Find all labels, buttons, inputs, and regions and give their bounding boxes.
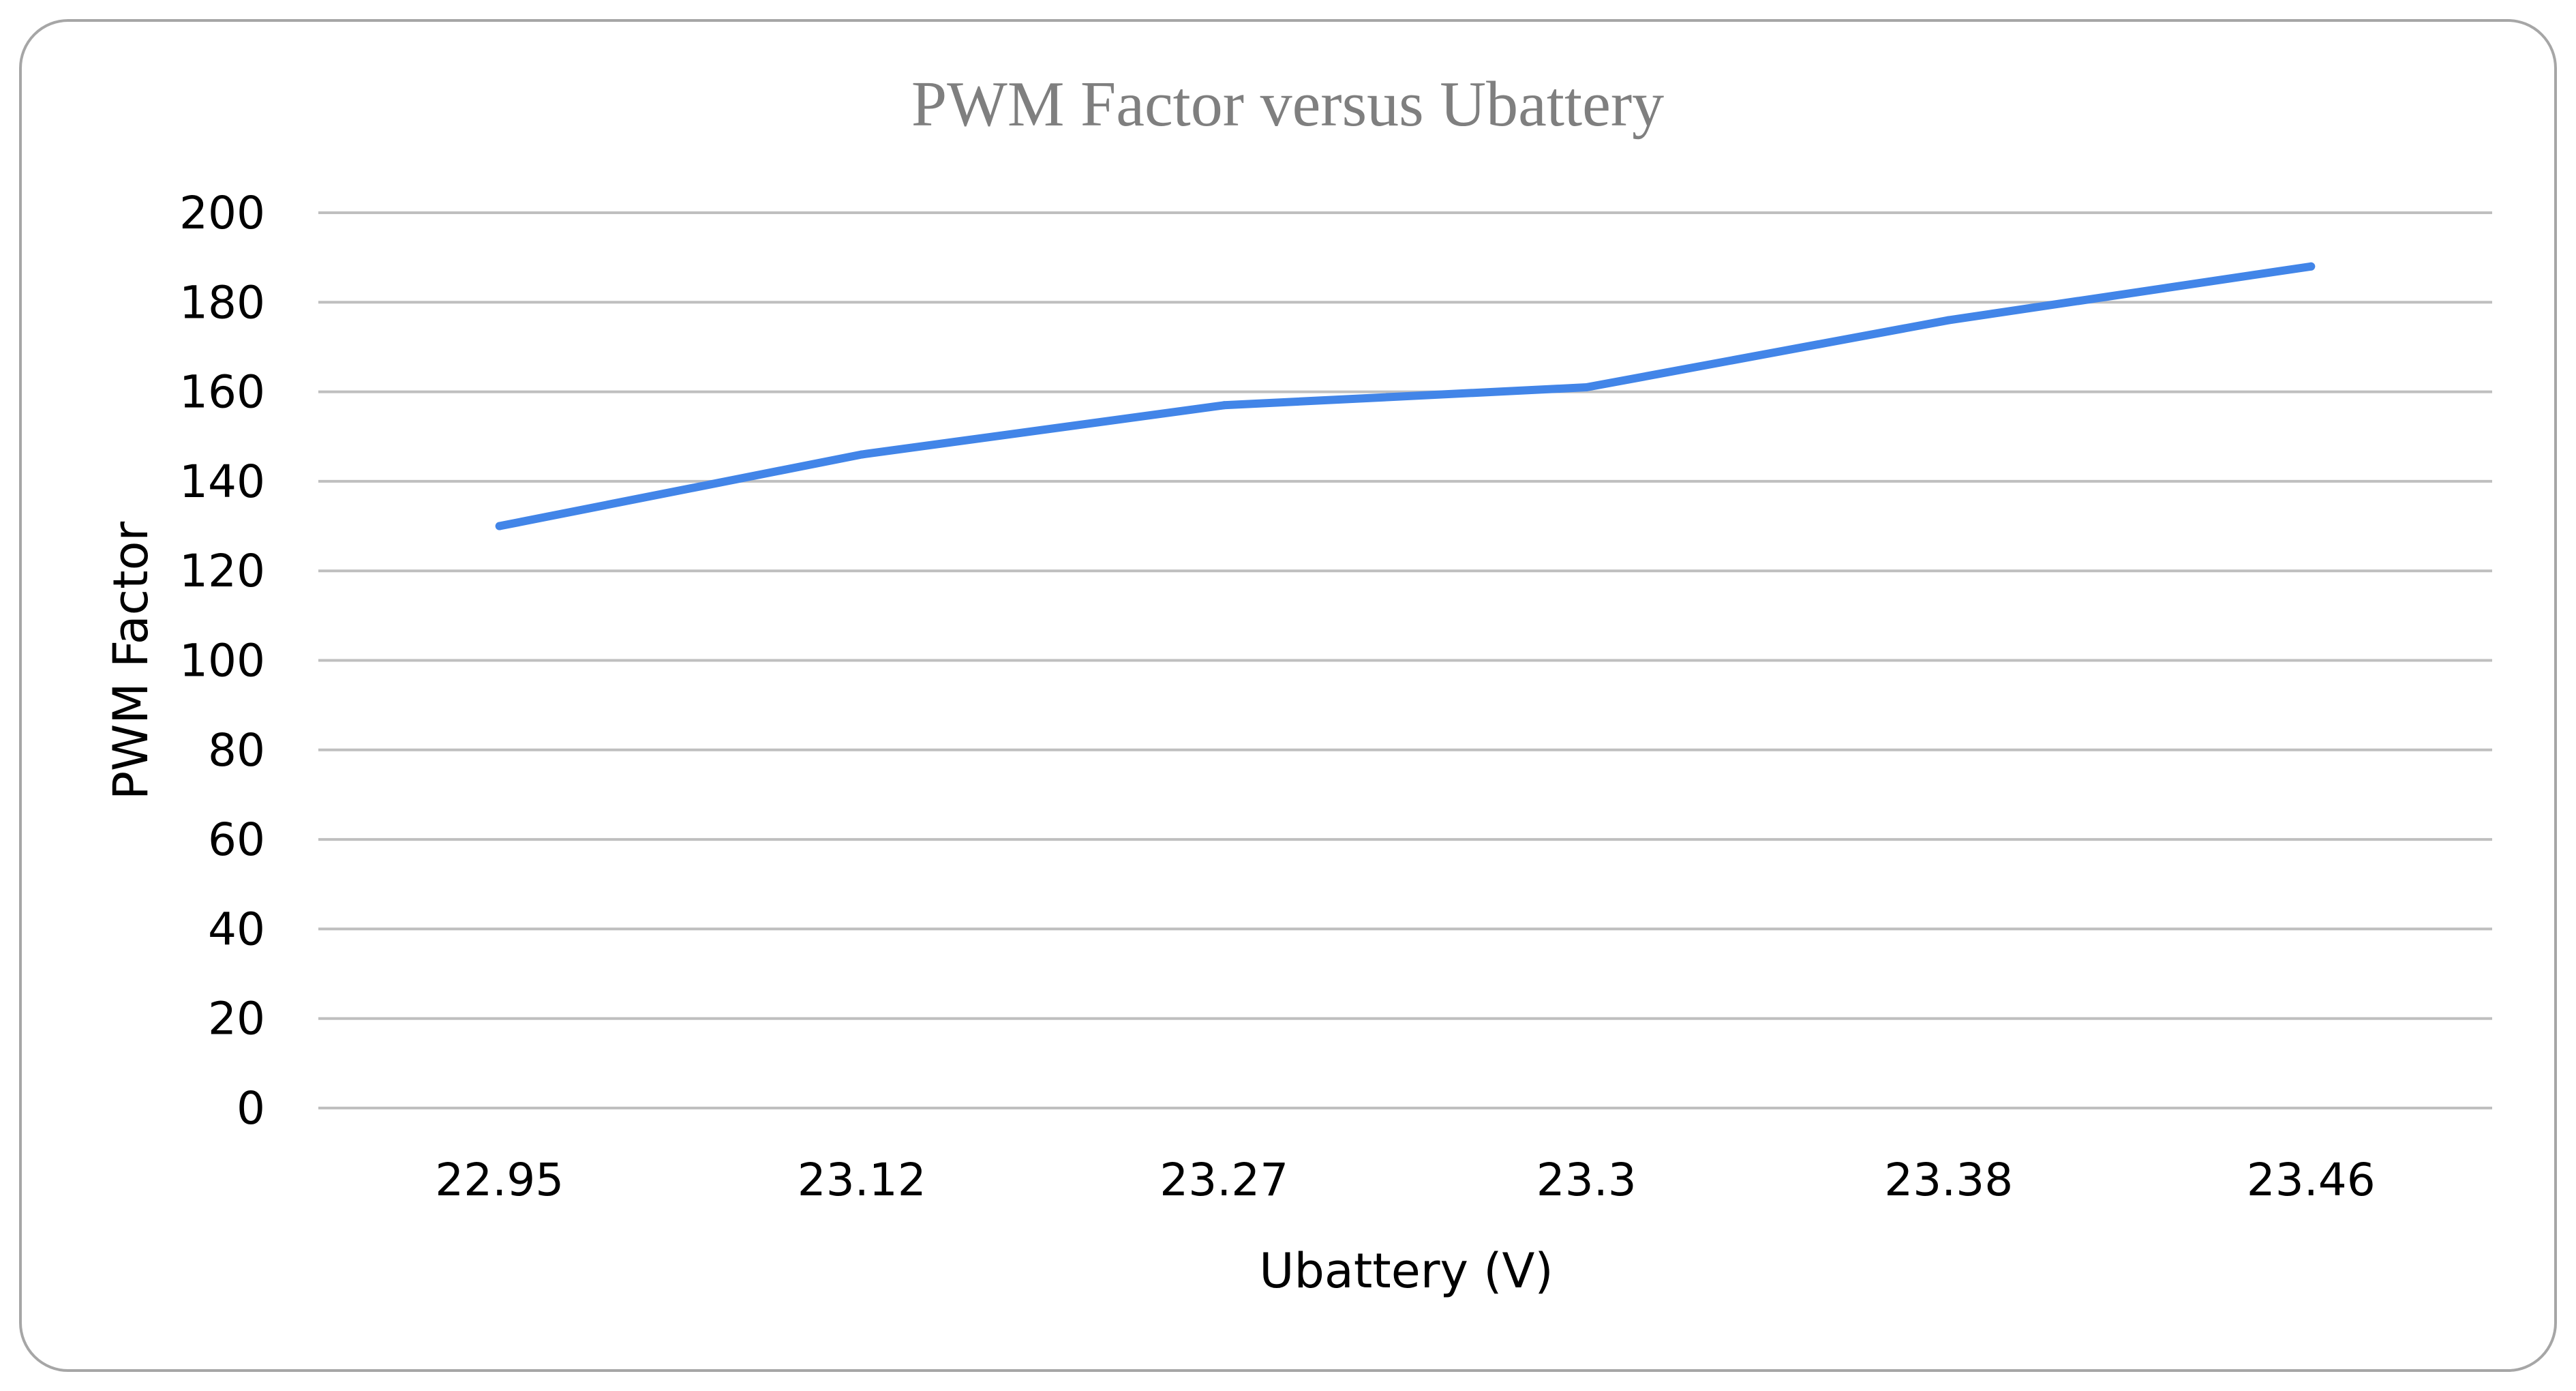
- y-tick-label: 120: [179, 545, 265, 597]
- x-tick-label: 23.27: [1160, 1154, 1288, 1206]
- y-tick-label: 100: [179, 635, 265, 687]
- series-line-path: [495, 262, 2316, 530]
- y-tick-label: 0: [237, 1082, 265, 1135]
- x-tick-label: 23.46: [2247, 1154, 2376, 1206]
- data-point: [1219, 401, 1228, 410]
- data-point: [495, 522, 504, 530]
- y-tick-label: 140: [179, 455, 265, 508]
- y-axis-tick-labels: 0 20 40 60 80 100 120 140 160 180 200: [179, 187, 265, 1135]
- x-tick-label: 23.3: [1536, 1154, 1637, 1206]
- data-point: [2307, 262, 2316, 271]
- y-tick-label: 200: [179, 187, 265, 239]
- y-tick-label: 40: [208, 903, 265, 955]
- y-tick-label: 160: [179, 366, 265, 419]
- y-tick-label: 60: [208, 813, 265, 866]
- y-axis-title: PWM Factor: [103, 522, 159, 801]
- chart-border: [19, 19, 2557, 1372]
- x-axis-title: Ubattery (V): [1259, 1243, 1553, 1299]
- data-point: [1582, 383, 1591, 392]
- chart-title: PWM Factor versus Ubattery: [911, 69, 1664, 140]
- x-tick-label: 23.38: [1884, 1154, 2013, 1206]
- y-tick-label: 20: [208, 993, 265, 1045]
- data-point: [1944, 316, 1953, 325]
- grid-lines: [318, 211, 2492, 1020]
- y-tick-label: 80: [208, 724, 265, 777]
- x-tick-label: 22.95: [435, 1154, 564, 1206]
- series-line: [495, 262, 2316, 530]
- x-axis-tick-labels: 22.95 23.12 23.27 23.3 23.38 23.46: [435, 1154, 2375, 1206]
- y-tick-label: 180: [179, 276, 265, 329]
- data-point: [858, 450, 866, 459]
- x-tick-label: 23.12: [798, 1154, 926, 1206]
